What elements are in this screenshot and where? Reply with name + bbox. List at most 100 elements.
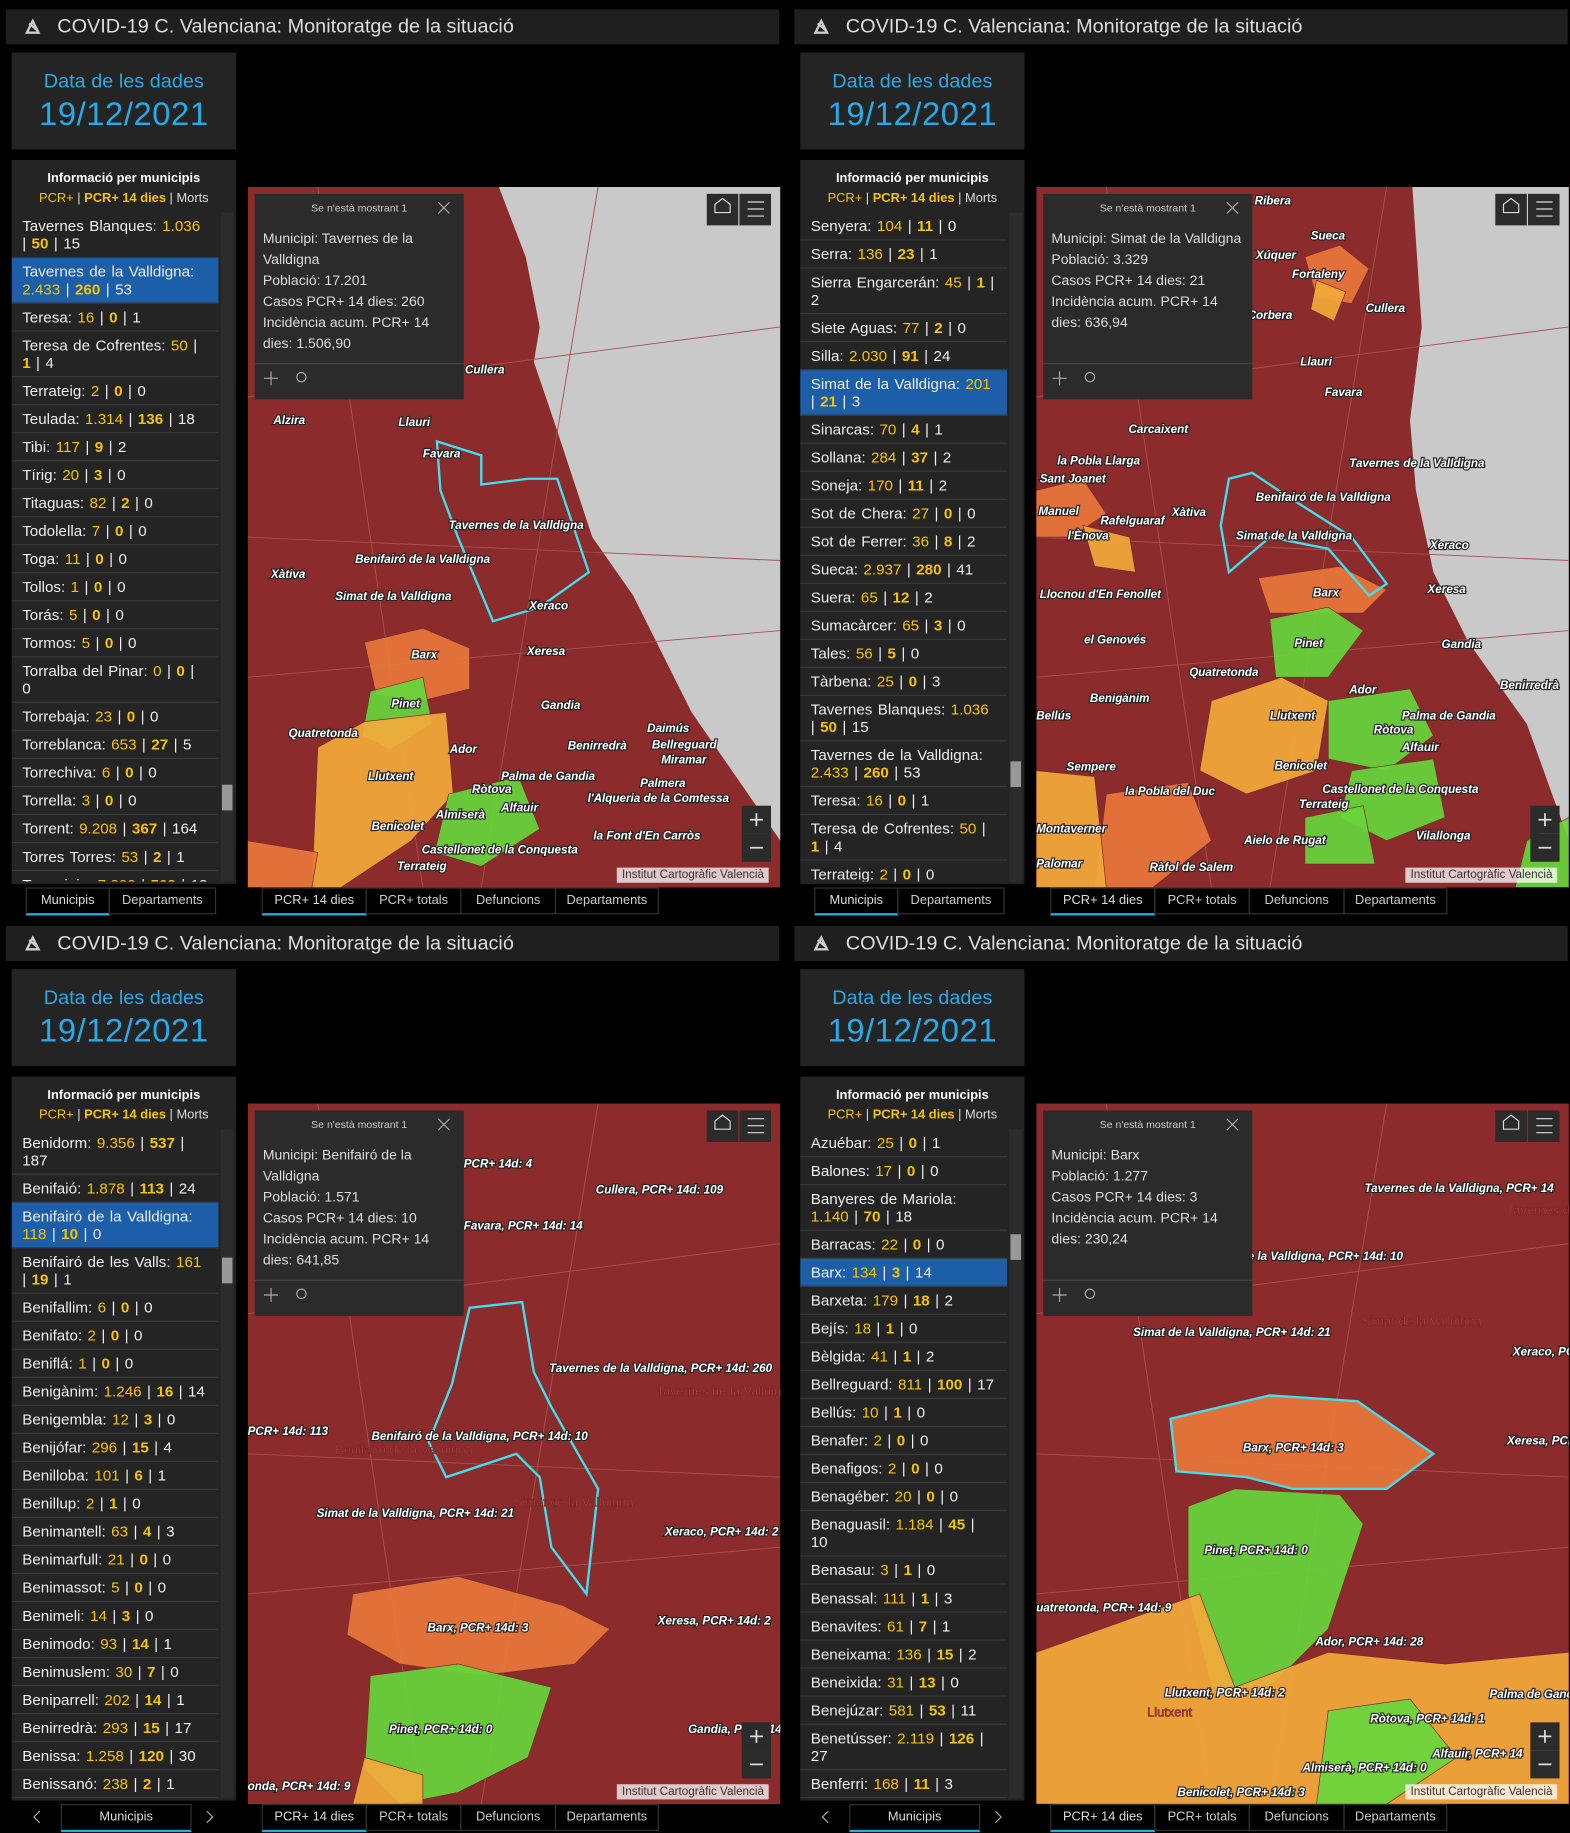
arrow-left[interactable]	[33, 1810, 41, 1824]
list-row[interactable]: Benirredrà: 293 | 15 | 17	[11, 1714, 219, 1743]
layer-list-button[interactable]	[1528, 193, 1560, 226]
list-row[interactable]: Sueca: 2.937 | 280 | 41	[800, 556, 1007, 584]
list-row[interactable]: Tavernes Blanques: 1.036 | 50 | 15	[800, 696, 1007, 742]
zoom-to-icon[interactable]	[296, 1288, 307, 1300]
list-row[interactable]: Tavernes de la Valldigna: 2.433 | 260 | …	[800, 741, 1007, 788]
map[interactable]: Tavernes de la Valldigna Benifairó de la …	[247, 1103, 781, 1805]
popup-close[interactable]	[438, 1118, 450, 1131]
list-row[interactable]: Benferri: 168 | 11 | 3	[800, 1770, 1007, 1799]
map-tab[interactable]: PCR+ totals	[1154, 1804, 1250, 1831]
list-row[interactable]: Benimantell: 63 | 4 | 3	[11, 1518, 219, 1547]
list-tab[interactable]: Municipis	[814, 887, 899, 916]
list-row[interactable]: Benifairó de la Valldigna: 118 | 10 | 0	[11, 1202, 219, 1249]
popup-close[interactable]	[438, 202, 450, 214]
pan-icon[interactable]	[1052, 371, 1067, 386]
map-tab[interactable]: Defuncions	[1248, 887, 1345, 915]
layer-list-button[interactable]	[739, 193, 772, 226]
list-row[interactable]: Benijófar: 296 | 15 | 4	[11, 1434, 219, 1462]
map-tab[interactable]: Departaments	[1343, 1804, 1448, 1831]
list-row[interactable]: Soneja: 170 | 11 | 2	[800, 472, 1007, 500]
map-tab[interactable]: Defuncions	[1248, 1804, 1345, 1831]
list-row[interactable]: Benavites: 61 | 7 | 1	[800, 1613, 1007, 1641]
list-row[interactable]: Benifaió: 1.878 | 113 | 24	[11, 1175, 219, 1203]
list-row[interactable]: Tírig: 20 | 3 | 0	[11, 461, 219, 490]
list-row[interactable]: Barx: 134 | 3 | 14	[800, 1258, 1007, 1287]
map-tab[interactable]: PCR+ 14 dies	[1050, 887, 1156, 916]
list-row[interactable]: Tibi: 117 | 9 | 2	[11, 433, 219, 462]
list-row[interactable]: Tàrbena: 25 | 0 | 3	[800, 668, 1007, 696]
list-row[interactable]: Teresa de Cofrentes: 50 | 1 | 4	[800, 815, 1007, 861]
list-row[interactable]: Sollana: 284 | 37 | 2	[800, 444, 1007, 472]
scrollbar[interactable]	[220, 212, 234, 882]
list-row[interactable]: Benimodo: 93 | 14 | 1	[11, 1630, 219, 1659]
list-tab[interactable]: Municipis	[25, 887, 110, 916]
map-tab[interactable]: PCR+ totals	[1154, 887, 1250, 915]
list-row[interactable]: Torrechiva: 6 | 0 | 0	[11, 759, 219, 788]
list-row[interactable]: Benigànim: 1.246 | 16 | 14	[11, 1378, 219, 1406]
list-row[interactable]: Tavernes de la Valldigna: 2.433 | 260 | …	[11, 258, 219, 304]
pan-icon[interactable]	[264, 371, 279, 386]
list-row[interactable]: Benissanó: 238 | 2 | 1	[11, 1770, 219, 1799]
map-tab[interactable]: PCR+ 14 dies	[1050, 1804, 1156, 1833]
list-row[interactable]: Sierra Engarcerán: 45 | 1 | 2	[800, 269, 1007, 315]
list-row[interactable]: Benagéber: 20 | 0 | 0	[800, 1483, 1007, 1512]
arrow-right[interactable]	[206, 1810, 214, 1824]
scroll-thumb[interactable]	[221, 1257, 233, 1284]
list-row[interactable]: Torrella: 3 | 0 | 0	[11, 787, 219, 816]
list-row[interactable]: Beneixama: 136 | 15 | 2	[800, 1641, 1007, 1669]
list-row[interactable]: Silla: 2.030 | 91 | 24	[800, 342, 1007, 371]
list-row[interactable]: Tollos: 1 | 0 | 0	[11, 573, 219, 602]
list-row[interactable]: Beneixida: 31 | 13 | 0	[800, 1669, 1007, 1697]
list-row[interactable]: Beniflá: 1 | 0 | 0	[11, 1350, 219, 1378]
zoom-to-icon[interactable]	[296, 371, 307, 383]
list-row[interactable]: Banyeres de Mariola: 1.140 | 70 | 18	[800, 1185, 1007, 1231]
map-tab[interactable]: PCR+ totals	[365, 887, 462, 915]
list-row[interactable]: Terrateig: 2 | 0 | 0	[800, 861, 1007, 881]
list-row[interactable]: Azuébar: 25 | 0 | 1	[800, 1129, 1007, 1158]
list-tab[interactable]: Departaments	[897, 887, 1005, 915]
map-tab[interactable]: PCR+ 14 dies	[261, 887, 367, 916]
map[interactable]: Simat de la Valldigna Tavernes de Llutxent…	[1036, 1103, 1569, 1805]
list-row[interactable]: Beniparrell: 202 | 14 | 1	[11, 1686, 219, 1715]
list-row[interactable]: Bejís: 18 | 1 | 0	[800, 1315, 1007, 1343]
list-row[interactable]: Balones: 17 | 0 | 0	[800, 1157, 1007, 1186]
scrollbar[interactable]	[220, 1129, 234, 1799]
list-row[interactable]: Bellreguard: 811 | 100 | 17	[800, 1371, 1007, 1399]
map-tab[interactable]: Departaments	[554, 887, 659, 915]
map[interactable]: Ribera Sueca Xúquer Fortaleny Cullera Corbera…	[1036, 186, 1569, 888]
list-row[interactable]: Torreblanca: 653 | 27 | 5	[11, 731, 219, 760]
list-row[interactable]: Sot de Chera: 27 | 0 | 0	[800, 500, 1007, 528]
list-row[interactable]: Terrateig: 2 | 0 | 0	[11, 377, 219, 406]
scrollbar[interactable]	[1009, 1129, 1023, 1799]
list-row[interactable]: Benillup: 2 | 1 | 0	[11, 1490, 219, 1519]
list-row[interactable]: Benimuslem: 30 | 7 | 0	[11, 1658, 219, 1687]
list-row[interactable]: Benaguasil: 1.184 | 45 | 10	[800, 1511, 1007, 1557]
list-row[interactable]: Torrevieja: 7.322 | 563 | 13	[12, 871, 219, 882]
list-row[interactable]: Benetússer: 2.119 | 126 | 27	[800, 1725, 1007, 1771]
map-tab[interactable]: PCR+ 14 dies	[261, 1804, 367, 1833]
list-row[interactable]: Benimassot: 5 | 0 | 0	[11, 1574, 219, 1603]
list-row[interactable]: Benifato: 2 | 0 | 0	[11, 1322, 219, 1350]
list-row[interactable]: Teresa: 16 | 0 | 1	[800, 787, 1007, 816]
list-row[interactable]: Benafer: 2 | 0 | 0	[800, 1427, 1007, 1455]
list-row[interactable]: Sot de Ferrer: 36 | 8 | 2	[800, 528, 1007, 556]
list-row[interactable]: Benejúzar: 581 | 53 | 11	[800, 1697, 1007, 1725]
list-row[interactable]: Toga: 11 | 0 | 0	[11, 545, 219, 574]
map-tab[interactable]: Defuncions	[460, 887, 557, 915]
list-row[interactable]: Titaguas: 82 | 2 | 0	[11, 489, 219, 518]
list-row[interactable]: Barxeta: 179 | 18 | 2	[800, 1287, 1007, 1315]
list-row[interactable]: Tavernes Blanques: 1.036 | 50 | 15	[11, 213, 219, 259]
popup-close[interactable]	[1226, 202, 1239, 214]
pan-icon[interactable]	[1052, 1287, 1067, 1302]
list-row[interactable]: Torralba del Pinar: 0 | 0 | 0	[11, 657, 219, 703]
list-row[interactable]: Serra: 136 | 23 | 1	[800, 241, 1007, 269]
list-row[interactable]: Teulada: 1.314 | 136 | 18	[11, 405, 219, 434]
zoom-to-icon[interactable]	[1084, 371, 1096, 383]
list-row[interactable]: Torrebaja: 23 | 0 | 0	[11, 703, 219, 731]
list-row[interactable]: Benimeli: 14 | 3 | 0	[11, 1602, 219, 1631]
arrow-right[interactable]	[994, 1810, 1002, 1824]
list-row[interactable]: Benifallim: 6 | 0 | 0	[11, 1294, 219, 1322]
list-row[interactable]: Benifairó de les Valls: 161 | 19 | 1	[11, 1248, 219, 1294]
list-row[interactable]: Torres Torres: 53 | 2 | 1	[11, 843, 219, 872]
list-row[interactable]: Suera: 65 | 12 | 2	[800, 584, 1007, 612]
